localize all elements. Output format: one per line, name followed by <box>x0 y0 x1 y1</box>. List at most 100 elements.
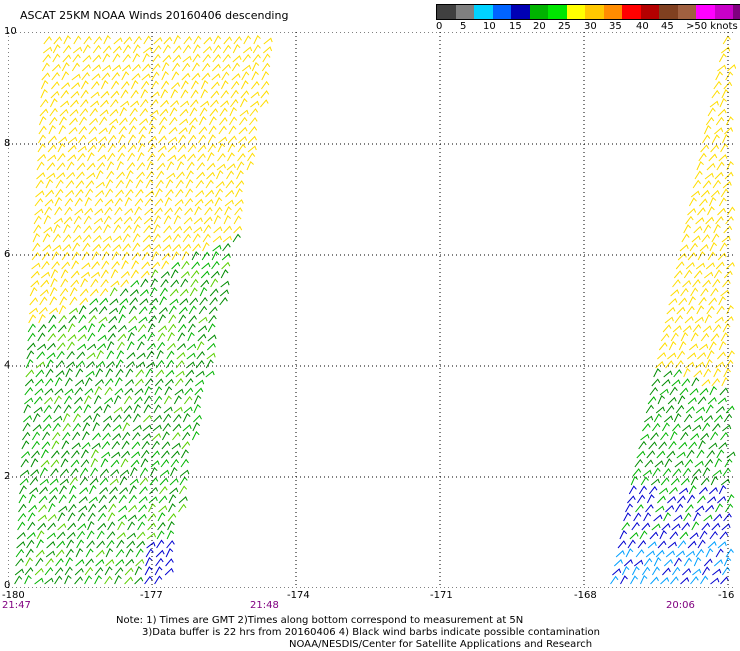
wind-barb <box>708 442 718 450</box>
wind-barb <box>168 503 176 513</box>
wind-barb <box>91 251 100 261</box>
wind-barb <box>708 196 717 207</box>
wind-barb <box>718 340 727 351</box>
wind-barb <box>170 279 180 288</box>
wind-barb <box>202 45 212 54</box>
wind-barb <box>98 116 108 126</box>
wind-barb <box>160 99 169 108</box>
wind-barb <box>215 188 224 198</box>
wind-barb <box>703 558 713 567</box>
wind-barb <box>40 279 50 288</box>
wind-barb <box>672 325 682 333</box>
wind-barb <box>50 90 60 99</box>
wind-barb <box>725 503 734 513</box>
wind-barb <box>171 251 180 261</box>
wind-barb <box>705 548 714 558</box>
wind-barb <box>679 531 689 540</box>
wind-barb <box>70 467 79 477</box>
wind-barb <box>697 207 706 216</box>
wind-barb <box>62 422 71 432</box>
wind-barb <box>249 108 259 117</box>
wind-barb <box>688 441 698 450</box>
wind-barb <box>141 261 151 270</box>
wind-barb <box>712 469 722 477</box>
wind-barb <box>109 118 119 126</box>
wind-barb <box>173 214 182 225</box>
wind-barb <box>18 503 27 513</box>
wind-barb <box>204 198 214 207</box>
wind-barb <box>240 80 249 90</box>
wind-barb <box>120 469 130 477</box>
wind-barb <box>76 171 85 180</box>
wind-barb <box>51 261 60 270</box>
wind-barb <box>671 379 681 387</box>
wind-barb <box>220 80 229 90</box>
wind-barb <box>55 188 64 198</box>
wind-barb <box>621 522 630 531</box>
wind-barb <box>724 458 733 468</box>
wind-barb <box>62 243 72 252</box>
wind-barb <box>91 81 100 90</box>
wind-barb <box>90 91 100 99</box>
wind-barb <box>235 180 245 189</box>
wind-barb <box>722 181 732 189</box>
wind-barb <box>222 53 231 63</box>
wind-barb <box>242 53 251 63</box>
wind-barb <box>39 486 48 495</box>
wind-barb <box>81 251 90 261</box>
wind-barb <box>613 559 623 567</box>
wind-barb <box>114 387 124 396</box>
wind-barb <box>72 413 81 423</box>
wind-barb <box>682 467 692 477</box>
wind-barb <box>91 64 102 72</box>
wind-barb <box>147 152 156 162</box>
wind-barb <box>117 134 126 144</box>
note-line-1: Note: 1) Times are GMT 2)Times along bot… <box>116 615 524 626</box>
wind-barb <box>202 242 210 252</box>
color-scale-segment <box>714 5 733 19</box>
wind-barb <box>127 331 135 342</box>
wind-barb <box>620 575 628 585</box>
lat-label-10: 10 <box>4 26 17 37</box>
wind-barb <box>216 163 226 171</box>
wind-barb <box>107 324 117 333</box>
wind-barb <box>77 523 87 531</box>
wind-barb <box>720 332 729 342</box>
wind-barb <box>201 251 210 261</box>
wind-barb <box>45 368 54 378</box>
wind-barb <box>165 189 174 198</box>
wind-barb <box>712 324 722 333</box>
wind-barb <box>117 152 126 162</box>
wind-barb <box>651 566 660 576</box>
wind-barb <box>83 404 92 414</box>
wind-barb <box>34 387 44 396</box>
wind-barb <box>220 89 229 99</box>
wind-barb <box>57 143 66 153</box>
wind-barb <box>143 404 152 414</box>
wind-barb <box>706 162 716 171</box>
wind-barb <box>651 378 661 387</box>
lon-label-16: -16 <box>718 590 735 601</box>
wind-barb <box>693 512 701 522</box>
wind-barb <box>658 342 668 351</box>
wind-barb <box>636 494 646 504</box>
wind-barb <box>40 79 49 90</box>
wind-barb <box>220 100 230 108</box>
wind-barb <box>62 412 71 423</box>
wind-barb <box>68 307 79 315</box>
wind-barb <box>673 369 682 378</box>
wind-barb <box>161 70 169 81</box>
wind-barb <box>53 415 63 423</box>
wind-barb <box>45 359 54 369</box>
wind-barb <box>144 208 154 216</box>
wind-barb <box>633 559 644 567</box>
wind-barb <box>619 530 628 540</box>
wind-barb <box>651 523 661 531</box>
wind-barb <box>723 556 732 567</box>
wind-barb <box>79 288 89 297</box>
wind-barb <box>121 251 130 261</box>
wind-barb <box>24 567 34 576</box>
wind-barb <box>701 522 711 531</box>
wind-barb <box>133 35 142 45</box>
wind-barb <box>110 90 120 99</box>
